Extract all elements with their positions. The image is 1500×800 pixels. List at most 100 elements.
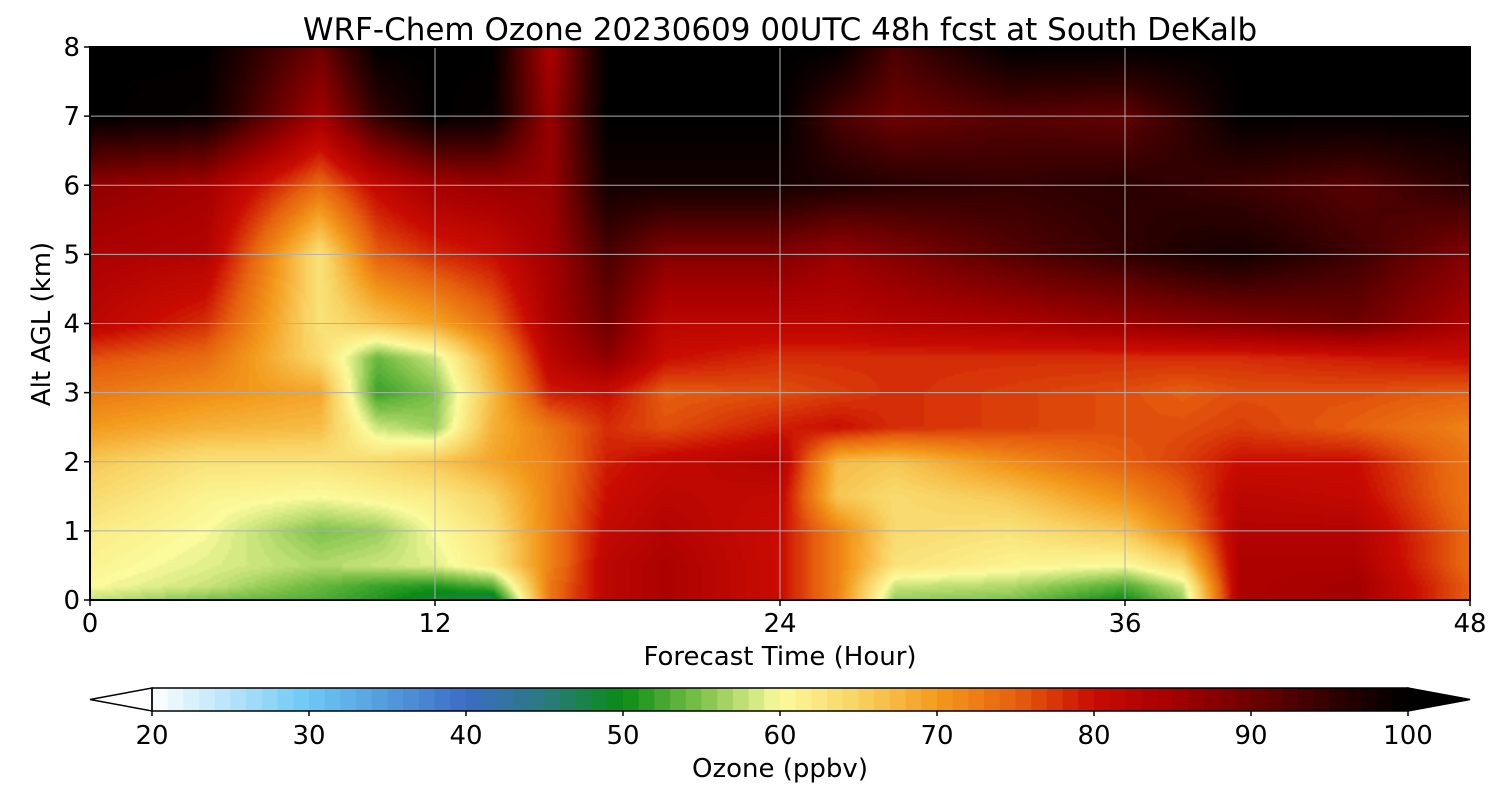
colorbar-segment <box>1172 688 1189 711</box>
colorbar-tick-label: 60 <box>763 721 796 751</box>
colorbar-segment <box>167 688 184 711</box>
colorbar-tick-label: 50 <box>606 721 639 751</box>
colorbar-segment <box>1141 688 1158 711</box>
colorbar-segment <box>670 688 687 711</box>
colorbar-segment <box>324 688 341 711</box>
colorbar-segment <box>780 688 797 711</box>
colorbar-segment <box>1203 688 1221 711</box>
colorbar-segment <box>356 688 373 711</box>
colorbar-segment <box>968 688 985 711</box>
colorbar-ticks: 20 30 40 50 60 70 80 90 100 <box>135 711 1433 751</box>
colorbar-segment <box>1329 688 1346 711</box>
colorbar-segment <box>874 688 891 711</box>
y-tick-label: 3 <box>63 379 80 409</box>
colorbar-segment <box>811 688 828 711</box>
colorbar-segment <box>999 688 1017 711</box>
y-tick-label: 8 <box>63 33 80 63</box>
colorbar-segment <box>748 688 765 711</box>
colorbar-segment <box>403 688 420 711</box>
colorbar-segment <box>309 688 326 711</box>
colorbar-segment <box>685 688 703 711</box>
x-tick-label: 0 <box>82 609 99 639</box>
colorbar-segment <box>544 688 561 711</box>
colorbar-segment <box>921 688 938 711</box>
colorbar-segment <box>1219 688 1236 711</box>
colorbar <box>89 687 1471 712</box>
colorbar-segment <box>230 688 247 711</box>
colorbar-segment <box>732 688 750 711</box>
colorbar-segment <box>795 688 812 711</box>
colorbar-segment <box>638 688 655 711</box>
colorbar-segment <box>293 688 310 711</box>
colorbar-segment <box>560 688 577 711</box>
colorbar-segment <box>199 688 216 711</box>
x-tick-label: 12 <box>418 609 451 639</box>
colorbar-segment <box>434 688 451 711</box>
y-tick-label: 0 <box>63 586 80 616</box>
colorbar-segment <box>764 688 781 711</box>
colorbar-segment <box>607 688 624 711</box>
x-tick-label: 24 <box>763 609 796 639</box>
colorbar-segment <box>1031 688 1048 711</box>
colorbar-segment <box>387 688 404 711</box>
colorbar-segment <box>340 688 357 711</box>
colorbar-segment <box>246 688 263 711</box>
y-tick-label: 5 <box>63 240 80 270</box>
colorbar-segment <box>717 688 734 711</box>
colorbar-tick-label: 80 <box>1077 721 1110 751</box>
colorbar-segment <box>513 688 530 711</box>
colorbar-segment <box>466 688 483 711</box>
colorbar-segment <box>701 688 718 711</box>
y-tick-label: 4 <box>63 310 80 340</box>
colorbar-segment <box>1266 688 1283 711</box>
x-tick-label: 36 <box>1108 609 1141 639</box>
colorbar-tick-label: 40 <box>449 721 482 751</box>
colorbar-extend-low <box>89 687 153 712</box>
colorbar-segment <box>1046 688 1064 711</box>
colorbar-tick-label: 90 <box>1234 721 1267 751</box>
colorbar-segment <box>1109 688 1126 711</box>
y-tick-label: 1 <box>63 517 80 547</box>
colorbar-segment <box>575 688 593 711</box>
colorbar-segment <box>1345 688 1362 711</box>
colorbar-segment <box>858 688 875 711</box>
colorbar-segment <box>591 688 608 711</box>
colorbar-segment <box>261 688 279 711</box>
colorbar-segment <box>654 688 671 711</box>
colorbar-tick-label: 20 <box>135 721 168 751</box>
chart-title: WRF-Chem Ozone 20230609 00UTC 48h fcst a… <box>303 12 1257 48</box>
colorbar-segment <box>1313 688 1331 711</box>
colorbar-segment <box>984 688 1001 711</box>
y-tick-label: 7 <box>63 102 80 132</box>
colorbar-segment <box>277 688 294 711</box>
y-axis: 0 1 2 3 4 5 6 7 8 <box>63 33 90 616</box>
colorbar-segment <box>1298 688 1315 711</box>
colorbar-segment <box>623 688 640 711</box>
colorbar-segment <box>1094 688 1111 711</box>
colorbar-segment <box>481 688 498 711</box>
grid-lines <box>90 47 1470 600</box>
colorbar-segment <box>528 688 546 711</box>
colorbar-extend-high <box>1407 687 1471 712</box>
colorbar-segment <box>1188 688 1205 711</box>
colorbar-segment <box>450 688 467 711</box>
y-axis-label: Alt AGL (km) <box>27 242 57 406</box>
colorbar-segment <box>152 688 169 711</box>
colorbar-segment <box>1156 688 1174 711</box>
colorbar-segment <box>371 688 389 711</box>
colorbar-segment <box>1392 688 1409 711</box>
colorbar-segment <box>1376 688 1393 711</box>
colorbar-segment <box>827 688 844 711</box>
colorbar-segment <box>1235 688 1252 711</box>
y-tick-label: 6 <box>63 171 80 201</box>
x-tick-label: 48 <box>1453 609 1486 639</box>
x-axis-label: Forecast Time (Hour) <box>643 642 916 672</box>
colorbar-tick-label: 70 <box>920 721 953 751</box>
colorbar-segment <box>952 688 969 711</box>
colorbar-segment <box>1282 688 1299 711</box>
colorbar-segment <box>418 688 436 711</box>
colorbar-segment <box>183 688 200 711</box>
colorbar-segment <box>842 688 860 711</box>
